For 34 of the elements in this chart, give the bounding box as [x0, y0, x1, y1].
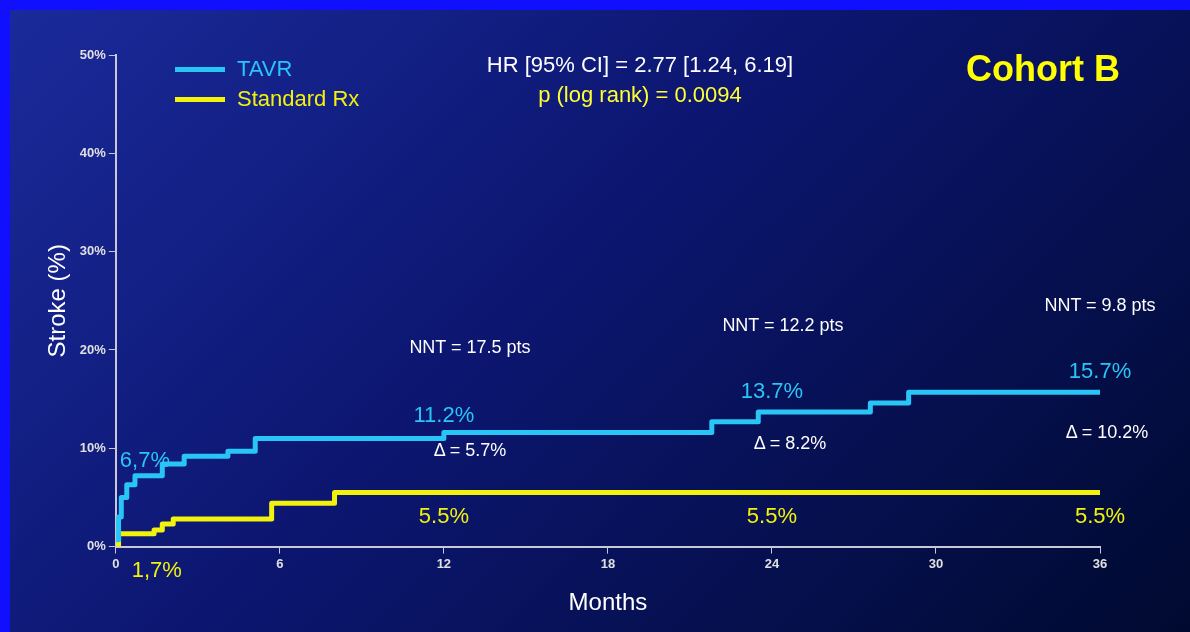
x-tick-label: 6 — [276, 555, 284, 571]
x-tick-label: 0 — [112, 555, 120, 571]
y-tick-label: 10% — [79, 439, 107, 455]
x-tick-label: 30 — [928, 555, 944, 571]
y-tick-label: 40% — [79, 144, 107, 160]
y-tick-label: 20% — [79, 341, 107, 357]
annotation: NNT = 12.2 pts — [721, 314, 845, 337]
annotation: 5.5% — [1074, 502, 1126, 528]
x-tick-label: 24 — [764, 555, 780, 571]
annotation: p (log rank) = 0.0094 — [537, 82, 743, 108]
annotation: NNT = 17.5 pts — [408, 336, 532, 359]
annotation: 13.7% — [740, 377, 804, 403]
annotation: Δ = 5.7% — [432, 439, 508, 462]
annotation: 5.5% — [418, 502, 469, 528]
x-tick-label: 12 — [436, 555, 452, 571]
chart-subtitle: HR [95% CI] = 2.77 [1.24, 6.19] — [485, 52, 795, 78]
annotation: 6,7% — [119, 446, 170, 472]
legend-label: Standard Rx — [237, 86, 360, 112]
annotation: 15.7% — [1068, 358, 1132, 384]
x-tick-label: 36 — [1092, 555, 1108, 571]
y-tick-label: 50% — [79, 46, 107, 62]
x-tick-label: 18 — [600, 555, 616, 571]
annotation: Δ = 8.2% — [752, 432, 828, 455]
annotation: 11.2% — [413, 402, 475, 428]
annotation: Δ = 10.2% — [1064, 421, 1150, 444]
y-tick-label: 0% — [87, 538, 107, 554]
annotation: 1,7% — [131, 556, 182, 582]
annotation: 5.5% — [746, 502, 798, 528]
x-axis-title: Months — [568, 588, 648, 616]
y-tick-label: 30% — [79, 243, 107, 259]
chart-title: Cohort B — [966, 48, 1120, 90]
legend-label: TAVR — [237, 56, 293, 82]
annotation: NNT = 9.8 pts — [1043, 294, 1157, 317]
y-axis-title: Stroke (%) — [43, 244, 71, 358]
